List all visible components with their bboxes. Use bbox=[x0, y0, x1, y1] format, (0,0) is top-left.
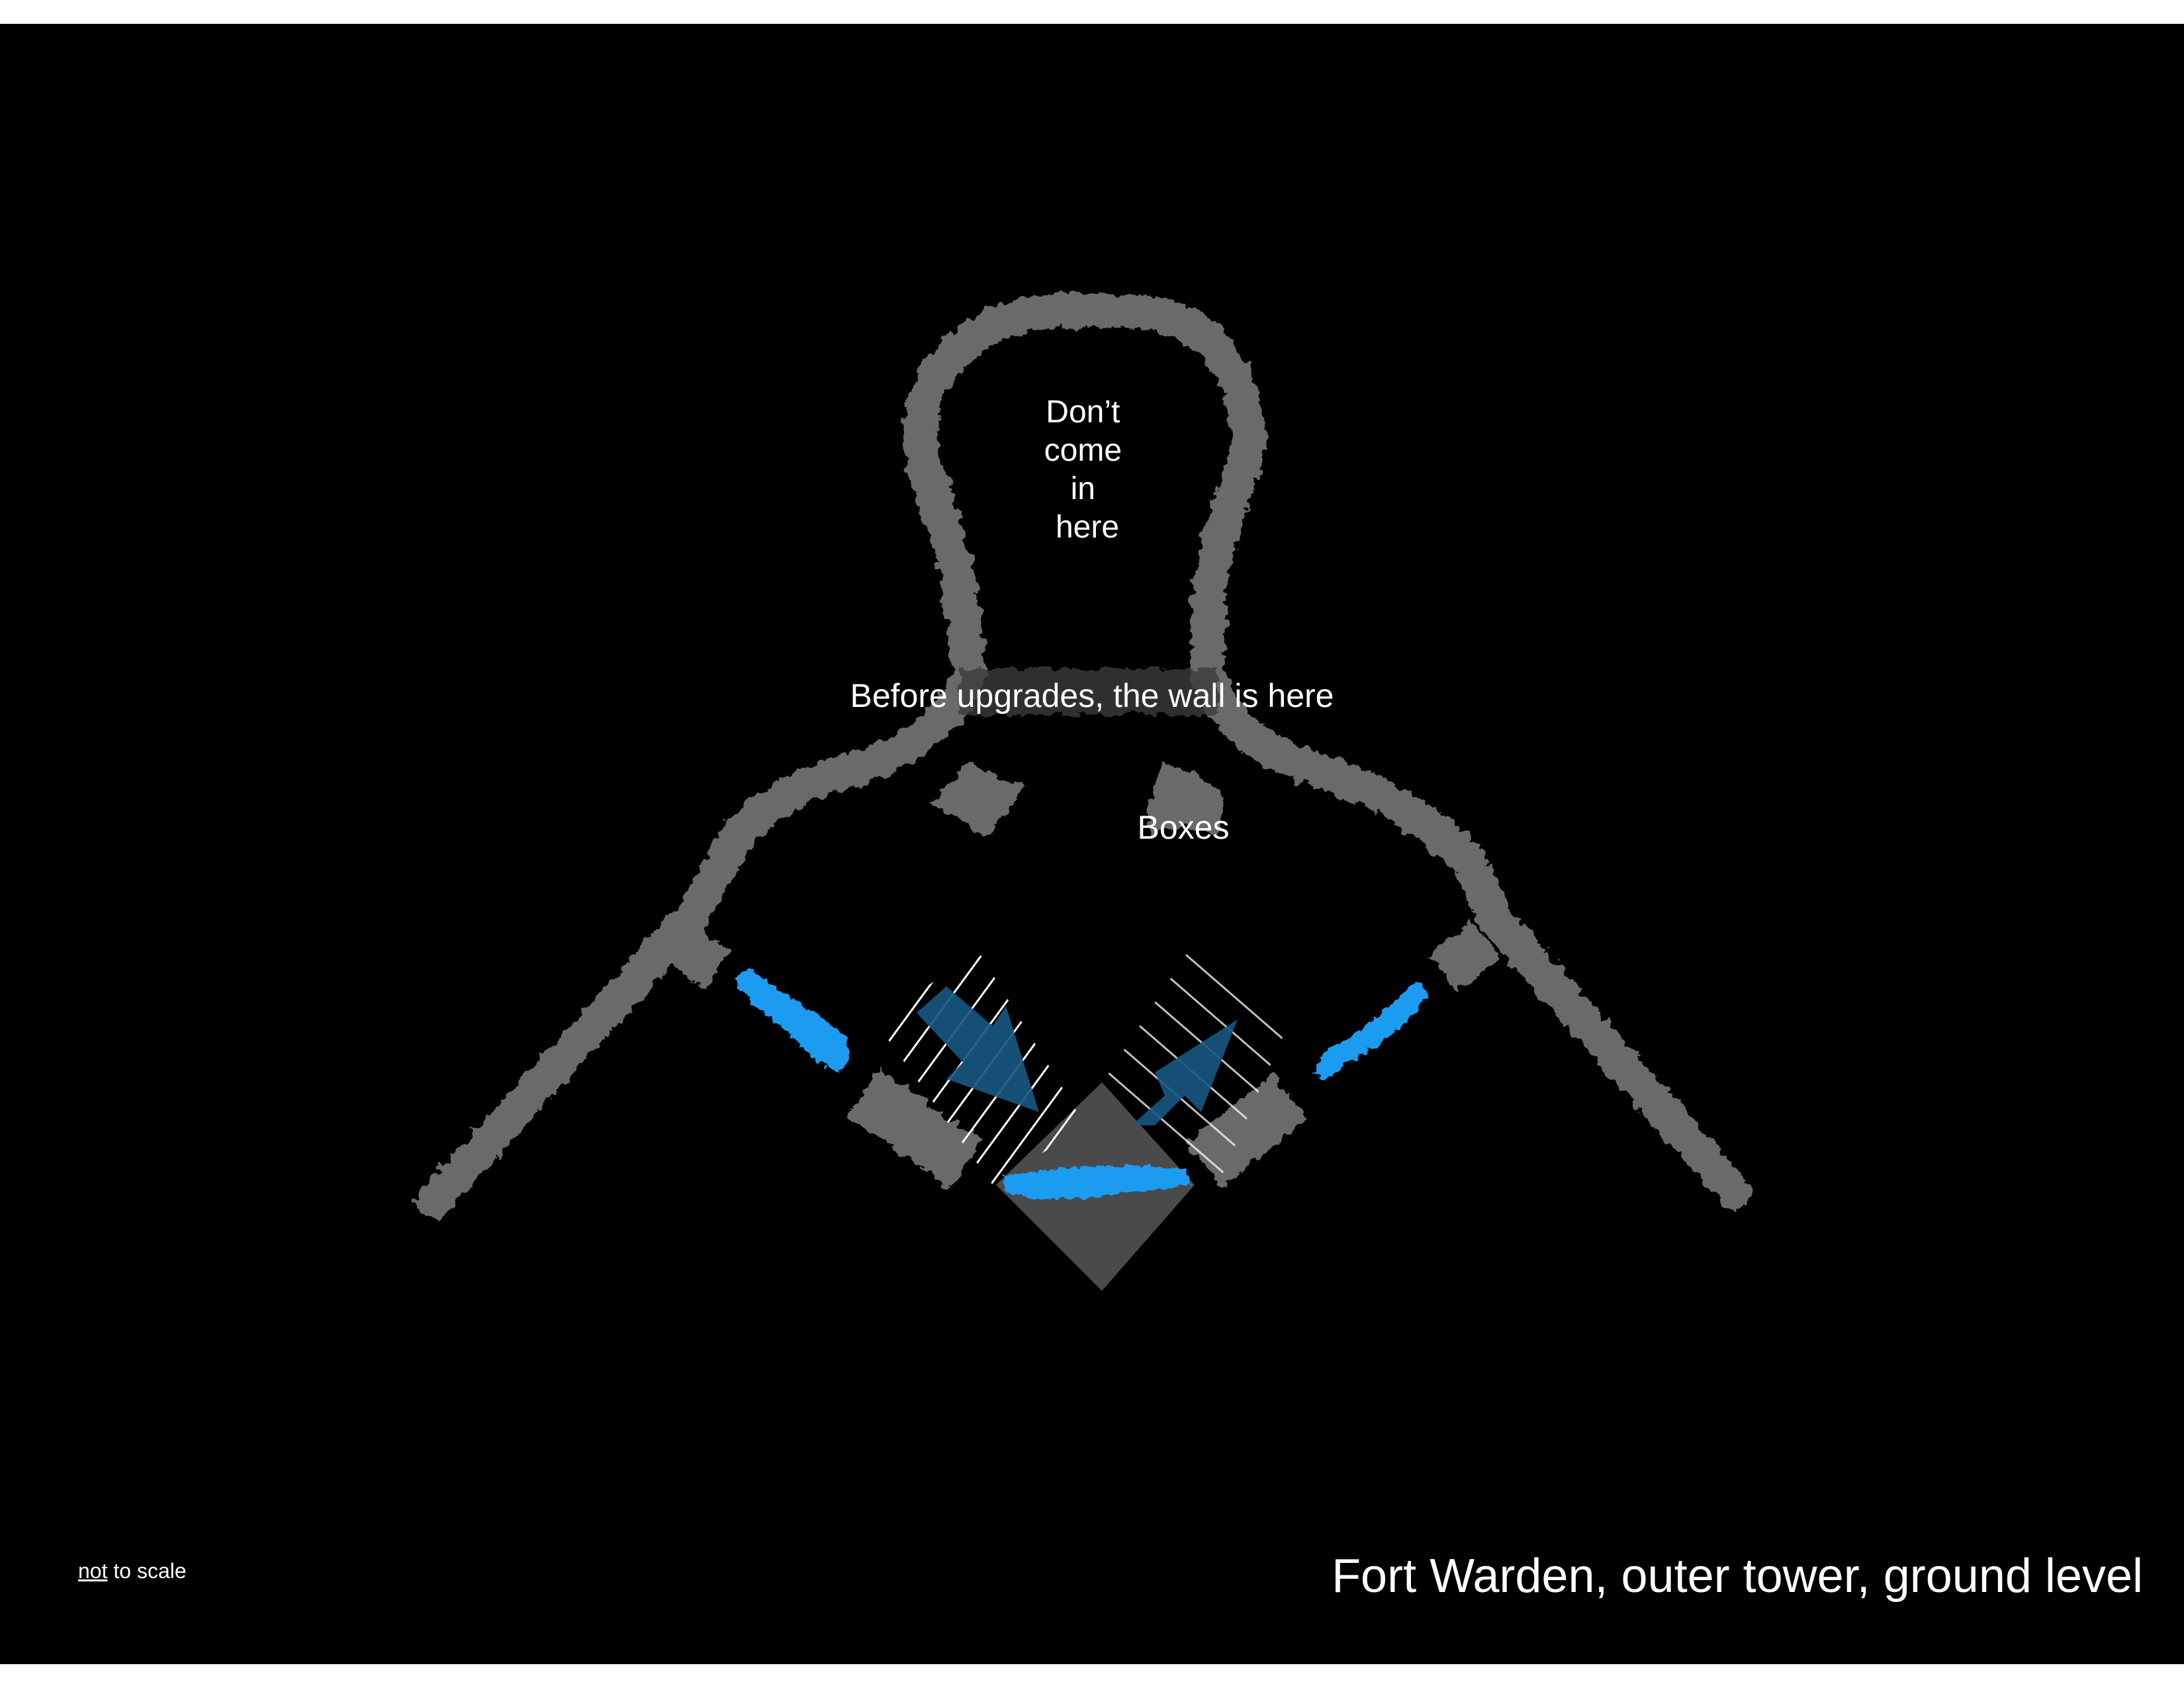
lower-left-wall bbox=[847, 1069, 983, 1188]
tower-walls bbox=[416, 294, 1751, 1219]
right-wall-stub bbox=[1428, 921, 1500, 992]
old-wall-band bbox=[960, 669, 1218, 715]
room-label-line-1: Don’t bbox=[1046, 395, 1120, 430]
scale-note-rest: to scale bbox=[107, 1559, 187, 1583]
box-right bbox=[1148, 761, 1224, 837]
arrow-right-icon bbox=[1132, 1019, 1238, 1125]
arrow-left-icon bbox=[917, 986, 1039, 1112]
crossing-center bbox=[1003, 1165, 1191, 1199]
crossing-left bbox=[735, 968, 850, 1072]
outer-wall-outline bbox=[416, 294, 1751, 1219]
boxes-label: Boxes bbox=[1138, 809, 1230, 846]
room-label-line-3: in bbox=[1071, 471, 1095, 506]
crossings bbox=[735, 968, 1428, 1199]
floor-plan: Don’t come in here Before upgrades, the … bbox=[416, 294, 1751, 1291]
scale-note: not to scale bbox=[78, 1559, 187, 1583]
map-board: Don’t come in here Before upgrades, the … bbox=[0, 24, 2184, 1664]
old-wall-label: Before upgrades, the wall is here bbox=[850, 677, 1334, 714]
box-left bbox=[933, 761, 1026, 837]
left-wall-stub bbox=[662, 921, 731, 989]
scale-note-negation: not bbox=[78, 1559, 108, 1583]
lower-right-wall bbox=[1187, 1073, 1308, 1188]
map-title: Fort Warden, outer tower, ground level bbox=[1332, 1550, 2143, 1603]
room-label-line-4: here bbox=[1056, 510, 1119, 545]
room-label-line-2: come bbox=[1044, 433, 1122, 468]
crossing-right bbox=[1314, 980, 1428, 1080]
room-label: Don’t come in here bbox=[1044, 395, 1131, 545]
